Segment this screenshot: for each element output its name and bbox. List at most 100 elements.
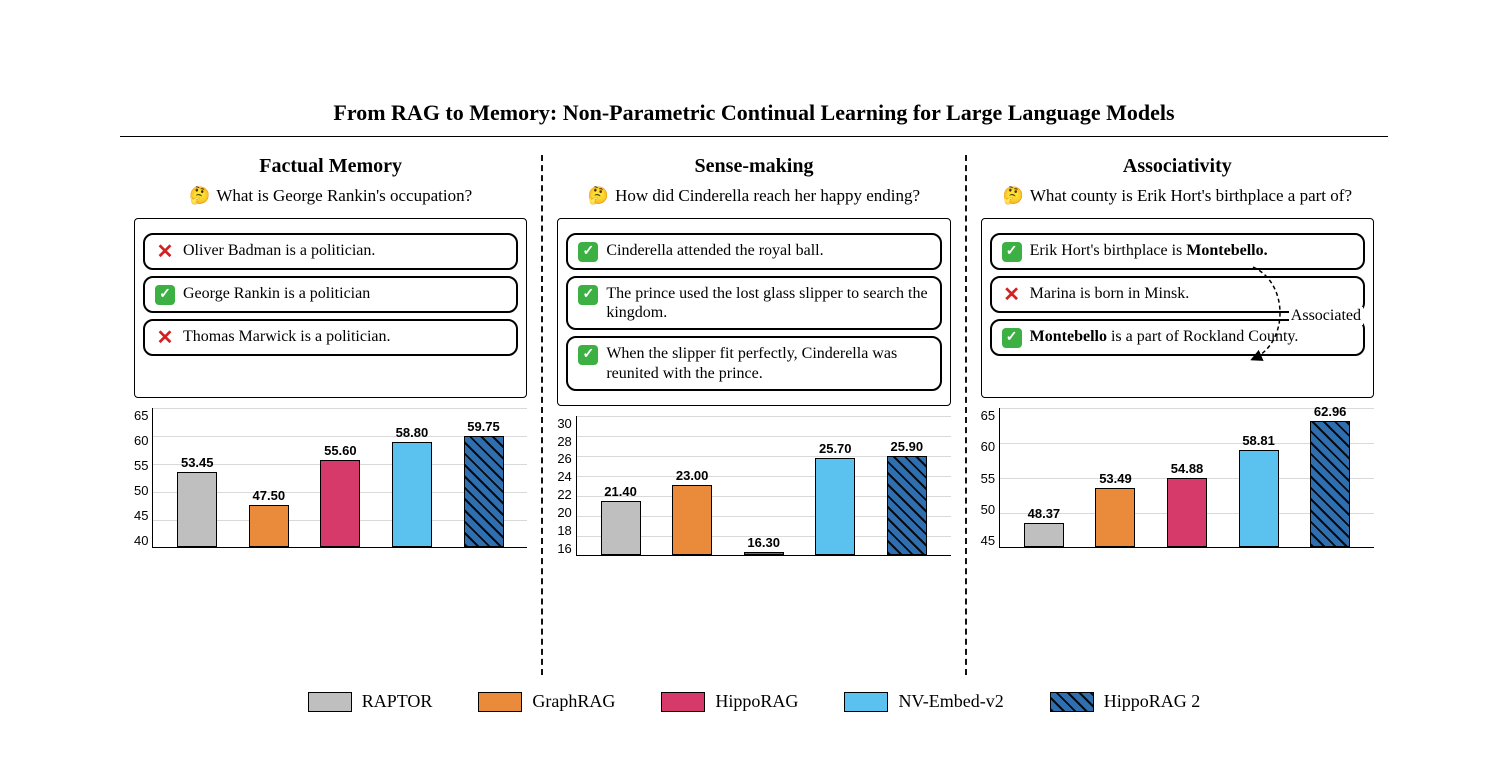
bar-value-label: 25.70 [819, 441, 852, 456]
legend-swatch [1050, 692, 1094, 712]
bar [1239, 450, 1279, 547]
bar [1167, 478, 1207, 547]
bar-group: 21.40 [597, 484, 645, 555]
example-text: George Rankin is a politician [183, 284, 370, 303]
panel-question: 🤔How did Cinderella reach her happy endi… [557, 186, 950, 206]
example-text: The prince used the lost glass slipper t… [606, 284, 929, 322]
y-tick-label: 45 [981, 533, 995, 548]
y-tick-label: 40 [134, 533, 148, 548]
plot-area: 21.40 23.00 16.30 25.70 25.90 [576, 416, 951, 556]
cross-icon: ✕ [1002, 285, 1022, 305]
y-tick-label: 60 [981, 439, 995, 454]
y-axis: 656055504540 [134, 408, 152, 548]
cross-icon: ✕ [155, 328, 175, 348]
example-item: ✕Oliver Badman is a politician. [143, 233, 518, 270]
bar-value-label: 53.49 [1099, 471, 1132, 486]
example-text: Cinderella attended the royal ball. [606, 241, 823, 260]
bar-value-label: 23.00 [676, 468, 709, 483]
panel-question: 🤔What is George Rankin's occupation? [134, 186, 527, 206]
y-tick-label: 26 [557, 451, 571, 466]
example-text: Marina is born in Minsk. [1030, 284, 1190, 303]
example-item: ✓Erik Hort's birthplace is Montebello. [990, 233, 1365, 270]
plot-area: 48.3753.4954.8858.8162.96 [999, 408, 1374, 548]
bar [464, 436, 504, 547]
bar-group: 59.75 [460, 419, 508, 547]
example-item: ✓ Cinderella attended the royal ball. [566, 233, 941, 270]
bar [887, 456, 927, 555]
associated-label: Associated [1289, 307, 1363, 325]
check-icon: ✓ [578, 345, 598, 365]
check-icon: ✓ [155, 285, 175, 305]
bar-group: 16.30 [740, 535, 788, 555]
bar [249, 505, 289, 547]
panel-row: Factual Memory🤔What is George Rankin's o… [120, 155, 1388, 675]
thinking-emoji-icon: 🤔 [588, 186, 609, 205]
examples-box: ✓Erik Hort's birthplace is Montebello. ✕ M… [981, 218, 1374, 398]
y-tick-label: 50 [981, 502, 995, 517]
check-icon: ✓ [578, 285, 598, 305]
bar [320, 460, 360, 547]
bar [1024, 523, 1064, 547]
bar-group: 53.49 [1091, 471, 1139, 547]
bar-value-label: 25.90 [891, 439, 924, 454]
thinking-emoji-icon: 🤔 [189, 186, 210, 205]
example-text: Montebello is a part of Rockland County. [1030, 327, 1299, 346]
check-icon: ✓ [1002, 242, 1022, 262]
y-tick-label: 65 [981, 408, 995, 423]
legend-label: NV-Embed-v2 [898, 691, 1003, 712]
bar [815, 458, 855, 555]
bar-group: 25.70 [811, 441, 859, 555]
bar [744, 552, 784, 555]
example-text: When the slipper fit perfectly, Cinderel… [606, 344, 929, 382]
y-tick-label: 55 [981, 471, 995, 486]
y-tick-label: 45 [134, 508, 148, 523]
bar-group: 47.50 [245, 488, 293, 547]
bar-value-label: 58.81 [1242, 433, 1275, 448]
panel: Factual Memory🤔What is George Rankin's o… [120, 155, 541, 675]
panel-heading: Associativity [981, 155, 1374, 178]
check-icon: ✓ [1002, 328, 1022, 348]
legend-item: NV-Embed-v2 [844, 691, 1003, 712]
bar-group: 55.60 [316, 443, 364, 547]
bar-group: 53.45 [173, 455, 221, 547]
example-item: ✕ Thomas Marwick is a politician. [143, 319, 518, 356]
bar-group: 58.81 [1235, 433, 1283, 547]
example-item: ✓ George Rankin is a politician [143, 276, 518, 313]
bar [1310, 421, 1350, 547]
y-tick-label: 30 [557, 416, 571, 431]
bar-value-label: 21.40 [604, 484, 637, 499]
y-tick-label: 55 [134, 458, 148, 473]
panel: Sense-making 🤔How did Cinderella reach he… [543, 155, 964, 675]
bar-chart: 656055504548.3753.4954.8858.8162.96 [981, 408, 1374, 568]
legend-label: HippoRAG [715, 691, 798, 712]
bar-value-label: 47.50 [253, 488, 286, 503]
cross-icon: ✕ [155, 242, 175, 262]
panel-question: 🤔What county is Erik Hort's birthplace a… [981, 186, 1374, 206]
bar-group: 62.96 [1306, 404, 1354, 547]
bar-value-label: 55.60 [324, 443, 357, 458]
legend-item: HippoRAG [661, 691, 798, 712]
bars-row: 48.3753.4954.8858.8162.96 [1000, 408, 1374, 547]
legend-swatch [844, 692, 888, 712]
check-icon: ✓ [578, 242, 598, 262]
bar-chart: 302826242220181621.4023.0016.3025.7025.9… [557, 416, 950, 576]
example-text: Thomas Marwick is a politician. [183, 327, 391, 346]
bar-group: 25.90 [883, 439, 931, 555]
legend-swatch [478, 692, 522, 712]
legend-label: RAPTOR [362, 691, 433, 712]
legend-swatch [308, 692, 352, 712]
examples-box: ✓ Cinderella attended the royal ball. ✓ The… [557, 218, 950, 406]
y-axis: 65 60 55 50 45 [981, 408, 999, 548]
panel-heading: Sense-making [557, 155, 950, 178]
y-tick-label: 18 [557, 523, 571, 538]
y-tick-label: 28 [557, 434, 571, 449]
legend-item: GraphRAG [478, 691, 615, 712]
legend-label: HippoRAG 2 [1104, 691, 1201, 712]
example-item: ✓ When the slipper fit perfectly, Cindere… [566, 336, 941, 390]
example-item: ✓ The prince used the lost glass slipper … [566, 276, 941, 330]
legend-item: RAPTOR [308, 691, 433, 712]
bar-value-label: 54.88 [1171, 461, 1204, 476]
legend-label: GraphRAG [532, 691, 615, 712]
bar-value-label: 53.45 [181, 455, 214, 470]
bar-group: 54.88 [1163, 461, 1211, 547]
